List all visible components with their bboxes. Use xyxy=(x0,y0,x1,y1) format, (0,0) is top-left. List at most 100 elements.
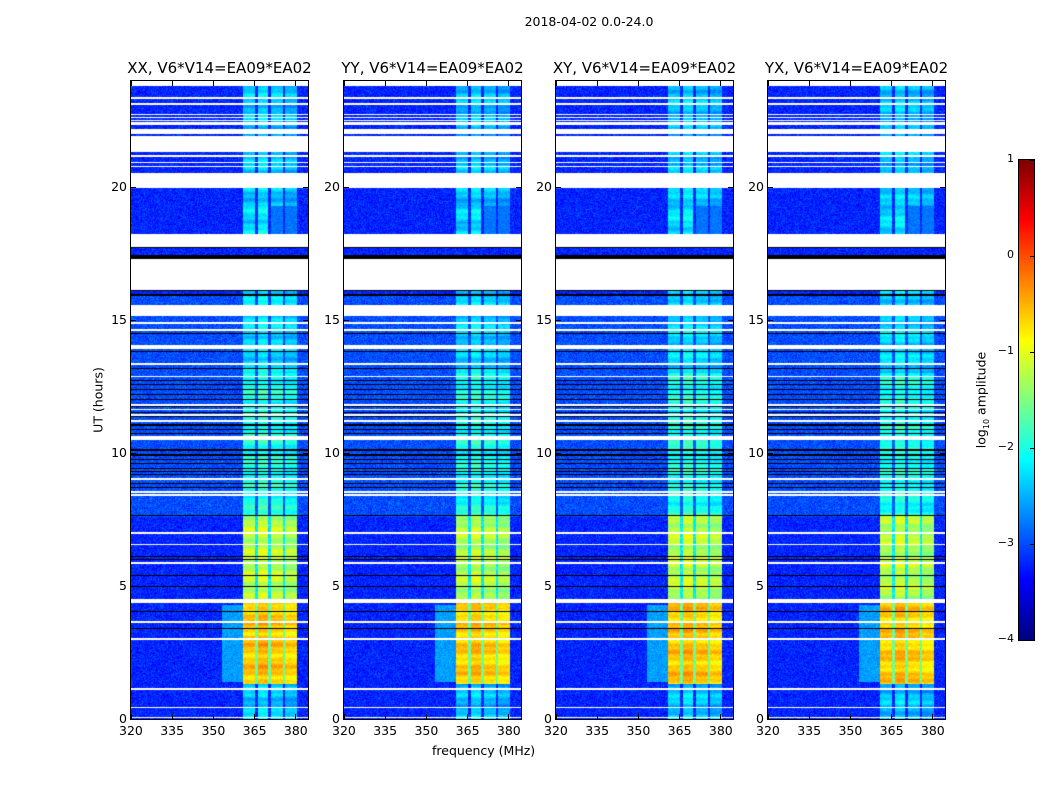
x-tick-mark xyxy=(425,81,427,86)
x-tick-mark xyxy=(171,81,173,86)
x-tick-mark xyxy=(254,714,256,719)
colorbar-tick-label: −1 xyxy=(997,344,1014,357)
x-tick-mark xyxy=(679,714,681,719)
colorbar-tick-mark xyxy=(1030,159,1034,161)
x-tick-mark xyxy=(637,714,639,719)
y-tick-label: 15 xyxy=(536,312,552,328)
x-tick-mark xyxy=(384,81,386,86)
x-tick-mark xyxy=(891,714,893,719)
x-tick-mark xyxy=(130,81,132,86)
y-tick-mark xyxy=(516,718,521,720)
y-tick-mark xyxy=(344,186,349,188)
colorbar-tick-label: 0 xyxy=(1007,248,1014,261)
y-tick-mark xyxy=(303,585,308,587)
x-tick-mark xyxy=(891,81,893,86)
y-tick-label: 20 xyxy=(324,179,340,195)
y-tick-mark xyxy=(556,452,561,454)
x-tick-mark xyxy=(343,714,345,719)
y-tick-label: 5 xyxy=(332,578,340,594)
colorbar-label-prefix: log xyxy=(973,429,989,449)
x-tick-mark xyxy=(596,81,598,86)
y-tick-mark xyxy=(728,452,733,454)
x-tick-label: 350 xyxy=(201,723,226,738)
figure-title: 2018-04-02 0.0-24.0 xyxy=(524,14,654,29)
colorbar-tick-mark xyxy=(1030,543,1034,545)
x-tick-label: 380 xyxy=(708,723,733,738)
spectrogram-axes xyxy=(555,80,734,720)
colorbar-tick-mark xyxy=(1030,255,1034,257)
x-tick-mark xyxy=(849,714,851,719)
y-tick-mark xyxy=(556,319,561,321)
y-tick-mark xyxy=(556,186,561,188)
x-tick-mark xyxy=(679,81,681,86)
spectrogram-axes xyxy=(130,80,309,720)
x-tick-label: 320 xyxy=(119,723,143,738)
colorbar-tick-label: −3 xyxy=(997,536,1014,549)
x-tick-label: 335 xyxy=(373,723,398,738)
spectrogram-axes xyxy=(343,80,522,720)
y-tick-mark xyxy=(768,585,773,587)
x-tick-mark xyxy=(596,714,598,719)
spectrogram-heatmap-xx xyxy=(131,81,308,719)
y-tick-mark xyxy=(516,319,521,321)
x-tick-label: 365 xyxy=(242,723,267,738)
y-tick-mark xyxy=(344,452,349,454)
x-tick-mark xyxy=(212,81,214,86)
y-tick-label: 10 xyxy=(748,445,764,461)
x-tick-mark xyxy=(555,81,557,86)
x-tick-mark xyxy=(212,714,214,719)
x-tick-mark xyxy=(508,714,510,719)
y-tick-mark xyxy=(303,186,308,188)
x-tick-mark xyxy=(508,81,510,86)
y-tick-mark xyxy=(344,585,349,587)
y-tick-mark xyxy=(344,718,349,720)
y-tick-label: 15 xyxy=(111,312,127,328)
x-tick-mark xyxy=(343,81,345,86)
colorbar-tick-label: 1 xyxy=(1007,152,1014,165)
x-tick-label: 320 xyxy=(332,723,356,738)
x-tick-mark xyxy=(767,714,769,719)
y-tick-mark xyxy=(728,585,733,587)
y-tick-mark xyxy=(303,452,308,454)
x-tick-mark xyxy=(295,81,297,86)
y-tick-label: 10 xyxy=(536,445,552,461)
x-tick-mark xyxy=(254,81,256,86)
y-tick-mark xyxy=(940,718,945,720)
y-tick-label: 0 xyxy=(119,711,127,726)
x-tick-label: 320 xyxy=(544,723,568,738)
y-tick-mark xyxy=(728,186,733,188)
y-tick-mark xyxy=(768,319,773,321)
y-tick-mark xyxy=(131,452,136,454)
y-axis-label: UT (hours) xyxy=(90,367,106,433)
y-tick-mark xyxy=(516,452,521,454)
x-tick-mark xyxy=(808,714,810,719)
y-tick-mark xyxy=(131,718,136,720)
spectrogram-axes xyxy=(767,80,946,720)
x-tick-label: 365 xyxy=(879,723,904,738)
y-tick-mark xyxy=(131,319,136,321)
y-tick-label: 0 xyxy=(756,711,764,726)
y-tick-mark xyxy=(940,452,945,454)
colorbar-tick-mark xyxy=(1030,351,1034,353)
colorbar-tick-mark xyxy=(1030,639,1034,641)
y-tick-label: 20 xyxy=(111,179,127,195)
y-tick-mark xyxy=(728,718,733,720)
colorbar xyxy=(1018,159,1035,641)
panel-title: YY, V6*V14=EA09*EA02 xyxy=(341,59,524,77)
x-tick-label: 350 xyxy=(626,723,651,738)
y-tick-label: 0 xyxy=(544,711,552,726)
y-tick-mark xyxy=(940,585,945,587)
colorbar-tick-label: −4 xyxy=(997,632,1014,645)
spectrogram-heatmap-yy xyxy=(344,81,521,719)
x-tick-mark xyxy=(767,81,769,86)
x-tick-label: 335 xyxy=(585,723,610,738)
y-tick-mark xyxy=(940,319,945,321)
x-tick-label: 380 xyxy=(920,723,945,738)
y-tick-mark xyxy=(940,186,945,188)
panel-title: YX, V6*V14=EA09*EA02 xyxy=(764,59,949,77)
x-tick-label: 350 xyxy=(838,723,863,738)
colorbar-label-suffix: amplitude xyxy=(973,351,989,419)
y-tick-mark xyxy=(516,186,521,188)
x-tick-mark xyxy=(425,714,427,719)
